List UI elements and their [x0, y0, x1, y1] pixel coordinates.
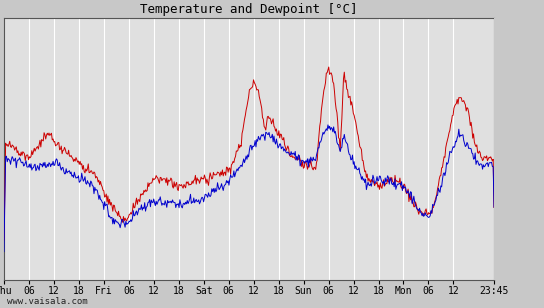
Text: Temperature and Dewpoint [°C]: Temperature and Dewpoint [°C]	[140, 3, 358, 16]
Text: www.vaisala.com: www.vaisala.com	[7, 297, 88, 306]
